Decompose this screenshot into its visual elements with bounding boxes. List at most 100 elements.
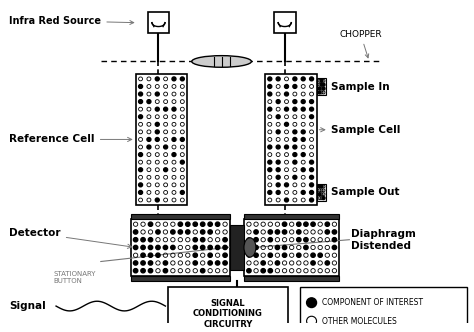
Circle shape <box>148 222 153 226</box>
Circle shape <box>284 198 289 202</box>
Circle shape <box>310 198 313 202</box>
Bar <box>317 78 327 95</box>
Circle shape <box>156 245 160 250</box>
Circle shape <box>138 100 143 104</box>
Circle shape <box>301 191 305 194</box>
Circle shape <box>293 153 297 156</box>
Circle shape <box>193 245 198 250</box>
Circle shape <box>254 230 258 234</box>
Circle shape <box>301 100 305 104</box>
Circle shape <box>138 183 143 187</box>
Circle shape <box>133 261 138 265</box>
Circle shape <box>155 130 159 134</box>
Text: Sample Out: Sample Out <box>331 187 400 197</box>
Circle shape <box>325 222 329 226</box>
Circle shape <box>322 87 325 90</box>
Circle shape <box>138 85 143 88</box>
Circle shape <box>268 253 273 257</box>
Bar <box>244 213 339 219</box>
Circle shape <box>155 77 159 81</box>
Circle shape <box>261 269 265 273</box>
Circle shape <box>133 238 138 242</box>
Circle shape <box>293 77 297 81</box>
Circle shape <box>284 123 289 126</box>
Circle shape <box>208 222 212 226</box>
Circle shape <box>307 298 317 307</box>
Circle shape <box>138 153 143 156</box>
Circle shape <box>193 261 198 265</box>
Bar <box>244 276 339 281</box>
Circle shape <box>293 130 297 134</box>
Circle shape <box>325 230 329 234</box>
Circle shape <box>155 92 159 96</box>
Circle shape <box>133 230 138 234</box>
Circle shape <box>254 253 258 257</box>
Circle shape <box>193 253 198 257</box>
Circle shape <box>180 77 184 81</box>
Circle shape <box>254 238 258 242</box>
Circle shape <box>156 230 160 234</box>
Circle shape <box>138 191 143 194</box>
Circle shape <box>297 253 301 257</box>
Bar <box>131 276 230 281</box>
Circle shape <box>268 191 272 194</box>
Text: COMPONENT OF INTEREST: COMPONENT OF INTEREST <box>321 298 422 307</box>
Circle shape <box>141 261 145 265</box>
Ellipse shape <box>244 238 256 257</box>
Circle shape <box>283 230 287 234</box>
Text: Infra Red Source: Infra Red Source <box>9 16 134 26</box>
Bar <box>168 287 288 332</box>
Circle shape <box>193 238 198 242</box>
Bar <box>265 74 317 205</box>
Circle shape <box>318 87 321 90</box>
Circle shape <box>304 238 308 242</box>
Circle shape <box>310 77 313 81</box>
Circle shape <box>275 245 280 250</box>
Circle shape <box>163 245 168 250</box>
Circle shape <box>293 175 297 179</box>
Circle shape <box>141 269 145 273</box>
Circle shape <box>304 222 308 226</box>
Text: Diaphragm
Distended: Diaphragm Distended <box>351 229 416 251</box>
Bar <box>230 225 244 270</box>
Circle shape <box>301 153 305 156</box>
Circle shape <box>318 193 321 196</box>
Circle shape <box>223 245 227 250</box>
Circle shape <box>268 168 272 172</box>
Circle shape <box>148 245 153 250</box>
Circle shape <box>223 261 227 265</box>
Circle shape <box>138 168 143 172</box>
Circle shape <box>155 137 159 141</box>
Circle shape <box>332 245 337 250</box>
Circle shape <box>141 253 145 257</box>
Circle shape <box>164 107 168 111</box>
Circle shape <box>148 269 153 273</box>
Circle shape <box>284 145 289 149</box>
Circle shape <box>284 183 289 187</box>
Circle shape <box>310 183 313 187</box>
Circle shape <box>293 145 297 149</box>
Circle shape <box>208 253 212 257</box>
Circle shape <box>268 269 273 273</box>
Circle shape <box>301 77 305 81</box>
Circle shape <box>297 222 301 226</box>
Circle shape <box>320 79 323 82</box>
Circle shape <box>276 130 280 134</box>
Text: SIGNAL
CONDITIONING
CIRCUITRY: SIGNAL CONDITIONING CIRCUITRY <box>193 299 263 329</box>
Circle shape <box>268 92 272 96</box>
Circle shape <box>171 230 175 234</box>
Text: Detector: Detector <box>9 228 132 248</box>
Circle shape <box>133 245 138 250</box>
Circle shape <box>268 230 273 234</box>
Circle shape <box>208 261 212 265</box>
Circle shape <box>208 245 212 250</box>
Circle shape <box>332 238 337 242</box>
Circle shape <box>311 261 315 265</box>
Circle shape <box>284 92 289 96</box>
Circle shape <box>268 160 272 164</box>
Circle shape <box>276 160 280 164</box>
Circle shape <box>141 245 145 250</box>
Circle shape <box>301 168 305 172</box>
Circle shape <box>276 77 280 81</box>
Text: STATIONARY
BUTTON: STATIONARY BUTTON <box>53 271 96 284</box>
